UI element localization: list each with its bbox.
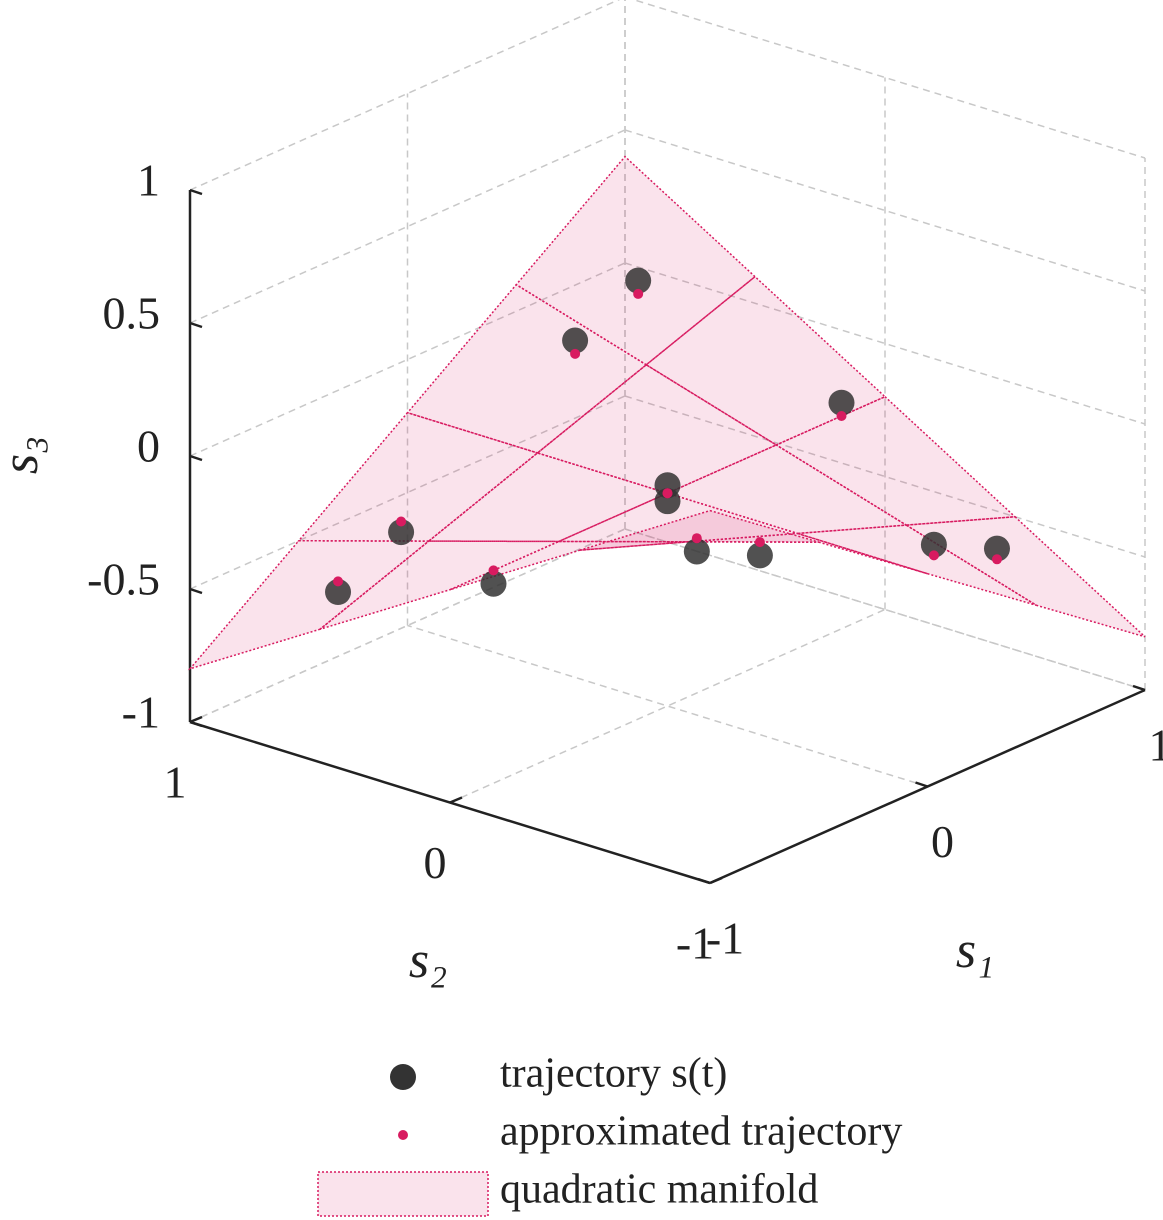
point <box>480 570 507 597</box>
z-tick <box>189 188 203 196</box>
x-tick-label: 1 <box>1149 720 1163 771</box>
point <box>920 531 947 558</box>
point <box>625 267 652 294</box>
x-axis-label: s₁ <box>956 922 994 979</box>
y-tick <box>709 876 723 885</box>
point <box>396 516 407 527</box>
point <box>388 519 415 546</box>
point <box>683 538 710 565</box>
point <box>991 554 1002 565</box>
grid-line <box>624 262 1146 425</box>
point <box>325 579 352 606</box>
legend-marker <box>317 1171 489 1217</box>
grid-line <box>189 528 626 723</box>
grid-line <box>624 129 1146 292</box>
grid-line <box>624 528 1146 691</box>
surface-patch <box>449 540 689 591</box>
y-tick-label: 1 <box>164 757 187 808</box>
z-tick-label: -1 <box>122 687 160 738</box>
point <box>746 542 773 569</box>
point <box>633 288 644 299</box>
z-tick-label: 0.5 <box>103 288 161 339</box>
z-tick <box>189 720 203 728</box>
z-tick <box>189 587 203 595</box>
legend-label: approximated trajectory <box>500 1109 902 1155</box>
x-tick-label: -1 <box>706 913 744 964</box>
z-tick <box>189 454 203 462</box>
x-tick <box>1132 684 1146 692</box>
legend-label: trajectory s(t) <box>500 1051 727 1097</box>
point <box>654 488 681 515</box>
surface-patch <box>688 532 928 575</box>
point <box>983 535 1010 562</box>
surface-patch <box>774 395 1017 526</box>
x-tick <box>915 781 928 788</box>
z-tick-label: -0.5 <box>87 554 160 605</box>
z-tick-label: 1 <box>137 155 160 206</box>
point <box>562 327 589 354</box>
y-tick <box>449 796 463 804</box>
grid-line <box>632 0 1146 159</box>
point <box>570 348 581 359</box>
point <box>691 533 702 544</box>
legend-label: quadratic manifold <box>500 1167 818 1213</box>
x-tick <box>697 877 711 885</box>
point <box>754 537 765 548</box>
surface-patch <box>319 540 560 630</box>
point <box>828 389 855 416</box>
point <box>333 576 344 587</box>
surface-patch <box>515 155 757 366</box>
legend-marker <box>390 1064 416 1090</box>
point <box>928 550 939 561</box>
grid-line <box>189 129 626 324</box>
grid-line <box>407 624 928 788</box>
grid-line <box>189 262 626 457</box>
surface-patch <box>426 452 670 543</box>
grid-line <box>449 608 886 804</box>
grid-line <box>189 0 621 191</box>
point <box>488 565 499 576</box>
surface-patch <box>665 444 909 535</box>
surface-patch <box>903 515 1146 638</box>
y-tick-label: -1 <box>676 918 714 969</box>
surface-patch <box>187 539 431 671</box>
y-tick-label: 0 <box>424 837 447 888</box>
z-tick <box>189 321 203 329</box>
surface-patch <box>797 524 1037 606</box>
x-tick-label: 0 <box>931 816 954 867</box>
legend-marker <box>398 1130 408 1140</box>
grid-line <box>624 528 1146 691</box>
y-tick <box>189 715 203 724</box>
surface-patch <box>644 275 887 446</box>
y-axis-label: s₂ <box>409 932 447 989</box>
point <box>662 488 673 499</box>
surface-patch <box>406 283 648 454</box>
z-tick-label: 0 <box>137 421 160 472</box>
grid-line <box>624 395 1146 558</box>
point <box>836 411 847 421</box>
z-axis-label: s₃ <box>0 436 49 474</box>
grid-line <box>189 395 626 590</box>
